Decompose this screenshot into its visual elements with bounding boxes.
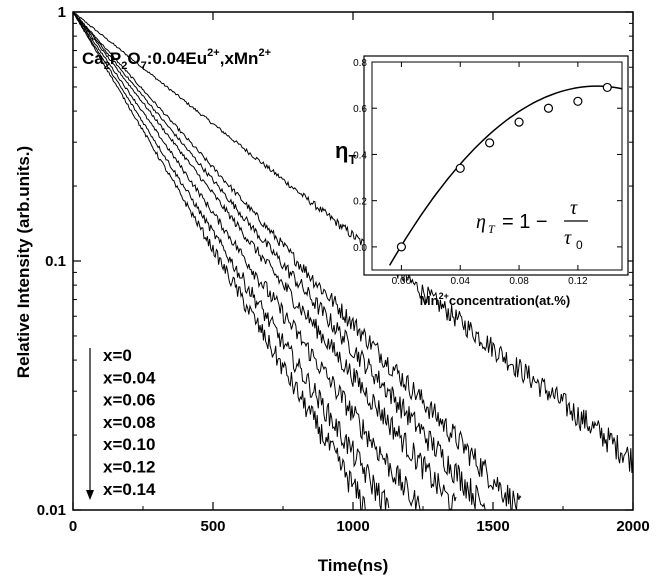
inset-formula: η T = 1 − τ τ 0 [476, 197, 588, 252]
legend-label: x=0.06 [103, 391, 155, 410]
decay-curve-2 [72, 12, 522, 511]
inset-y-label: ηT [335, 138, 356, 167]
inset-x-tick-label: 0.12 [568, 276, 588, 287]
svg-text:τ: τ [564, 227, 572, 249]
inset-y-tick-label: 0.2 [353, 197, 367, 208]
composition-label: Ca2P2O7:0.04Eu2+,xMn2+ [82, 47, 271, 72]
inset-data-points [396, 82, 612, 252]
svg-text:0: 0 [576, 238, 583, 252]
inset-x-tick-label: 0.08 [509, 276, 529, 287]
y-axis-label: Relative Intensity (arb.units.) [14, 146, 33, 378]
legend-label: x=0.08 [103, 413, 155, 432]
x-tick-label: 1000 [336, 518, 369, 535]
decay-curve-7 [72, 11, 367, 511]
x-tick-label: 2000 [616, 518, 649, 535]
inset-y-tick-label: 0.6 [353, 104, 367, 115]
inset-x-label: Mn2+concentration(at.%) [420, 291, 570, 308]
legend-arrow-head [86, 490, 94, 500]
legend: x=0 x=0.04 x=0.06 x=0.08 x=0.10 x=0.12 x=0.14 [86, 346, 156, 500]
x-tick-label: 500 [200, 518, 225, 535]
inset-background [363, 55, 629, 276]
inset-plot-frame [371, 61, 623, 271]
y-tick-label: 1 [58, 4, 66, 21]
decay-curve-1 [72, 11, 634, 474]
svg-text:T: T [488, 222, 496, 236]
inset-x-tick-label: 0.04 [451, 276, 471, 287]
inset-chart: 0.00 0.04 0.08 0.12 0.0 0.2 0.4 0.6 0.8 ηT Mn2+c… [335, 55, 629, 308]
inset-x-tick-label: 0.00 [392, 276, 412, 287]
y-tick-label: 0.01 [37, 502, 66, 519]
svg-text:η: η [476, 211, 486, 233]
decay-curve-3 [72, 11, 488, 511]
legend-label: x=0.14 [103, 480, 156, 499]
x-axis-label: Time(ns) [318, 556, 389, 575]
decay-curve-6 [72, 12, 390, 511]
legend-label: x=0 [103, 346, 132, 365]
legend-label: x=0.12 [103, 458, 155, 477]
inset-point [602, 82, 612, 93]
decay-curve-4 [72, 11, 457, 512]
x-tick-label: 1500 [476, 518, 509, 535]
x-tick-label: 0 [69, 518, 77, 535]
main-axis-ticks: 0 500 1000 1500 2000 0.01 0.1 1 [37, 4, 650, 535]
inset-point [573, 96, 583, 106]
inset-axis-ticks: 0.00 0.04 0.08 0.12 0.0 0.2 0.4 0.6 0.8 [353, 58, 622, 287]
inset-point [396, 242, 407, 252]
inset-y-tick-label: 0.8 [353, 58, 367, 69]
inset-point [485, 138, 495, 148]
y-tick-label: 0.1 [45, 253, 66, 270]
legend-label: x=0.04 [103, 368, 156, 387]
legend-label: x=0.10 [103, 435, 155, 454]
decay-curve-5 [72, 11, 421, 511]
inset-point [514, 117, 524, 127]
inset-y-tick-label: 0.4 [353, 150, 367, 161]
svg-text:= 1 −: = 1 − [502, 211, 548, 233]
decay-curves [72, 11, 634, 512]
svg-text:τ: τ [570, 197, 578, 219]
inset-point [455, 163, 465, 173]
inset-fit-curve [388, 85, 623, 266]
inset-point [543, 103, 554, 113]
inset-y-tick-label: 0.0 [353, 243, 367, 254]
